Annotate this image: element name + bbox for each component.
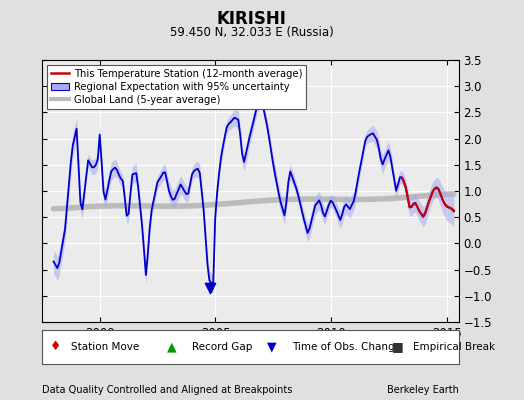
Point bbox=[205, 285, 214, 291]
Text: ♦: ♦ bbox=[50, 340, 61, 354]
Text: KIRISHI: KIRISHI bbox=[216, 10, 287, 28]
Text: Berkeley Earth: Berkeley Earth bbox=[387, 385, 458, 395]
Legend: This Temperature Station (12-month average), Regional Expectation with 95% uncer: This Temperature Station (12-month avera… bbox=[47, 65, 307, 109]
Text: ▲: ▲ bbox=[167, 340, 177, 354]
Text: Data Quality Controlled and Aligned at Breakpoints: Data Quality Controlled and Aligned at B… bbox=[42, 385, 292, 395]
Text: Time of Obs. Change: Time of Obs. Change bbox=[292, 342, 401, 352]
Text: Station Move: Station Move bbox=[71, 342, 139, 352]
Text: Empirical Break: Empirical Break bbox=[413, 342, 495, 352]
Text: ■: ■ bbox=[392, 340, 403, 354]
Text: ▼: ▼ bbox=[267, 340, 277, 354]
Text: Record Gap: Record Gap bbox=[192, 342, 252, 352]
Text: 59.450 N, 32.033 E (Russia): 59.450 N, 32.033 E (Russia) bbox=[170, 26, 333, 39]
